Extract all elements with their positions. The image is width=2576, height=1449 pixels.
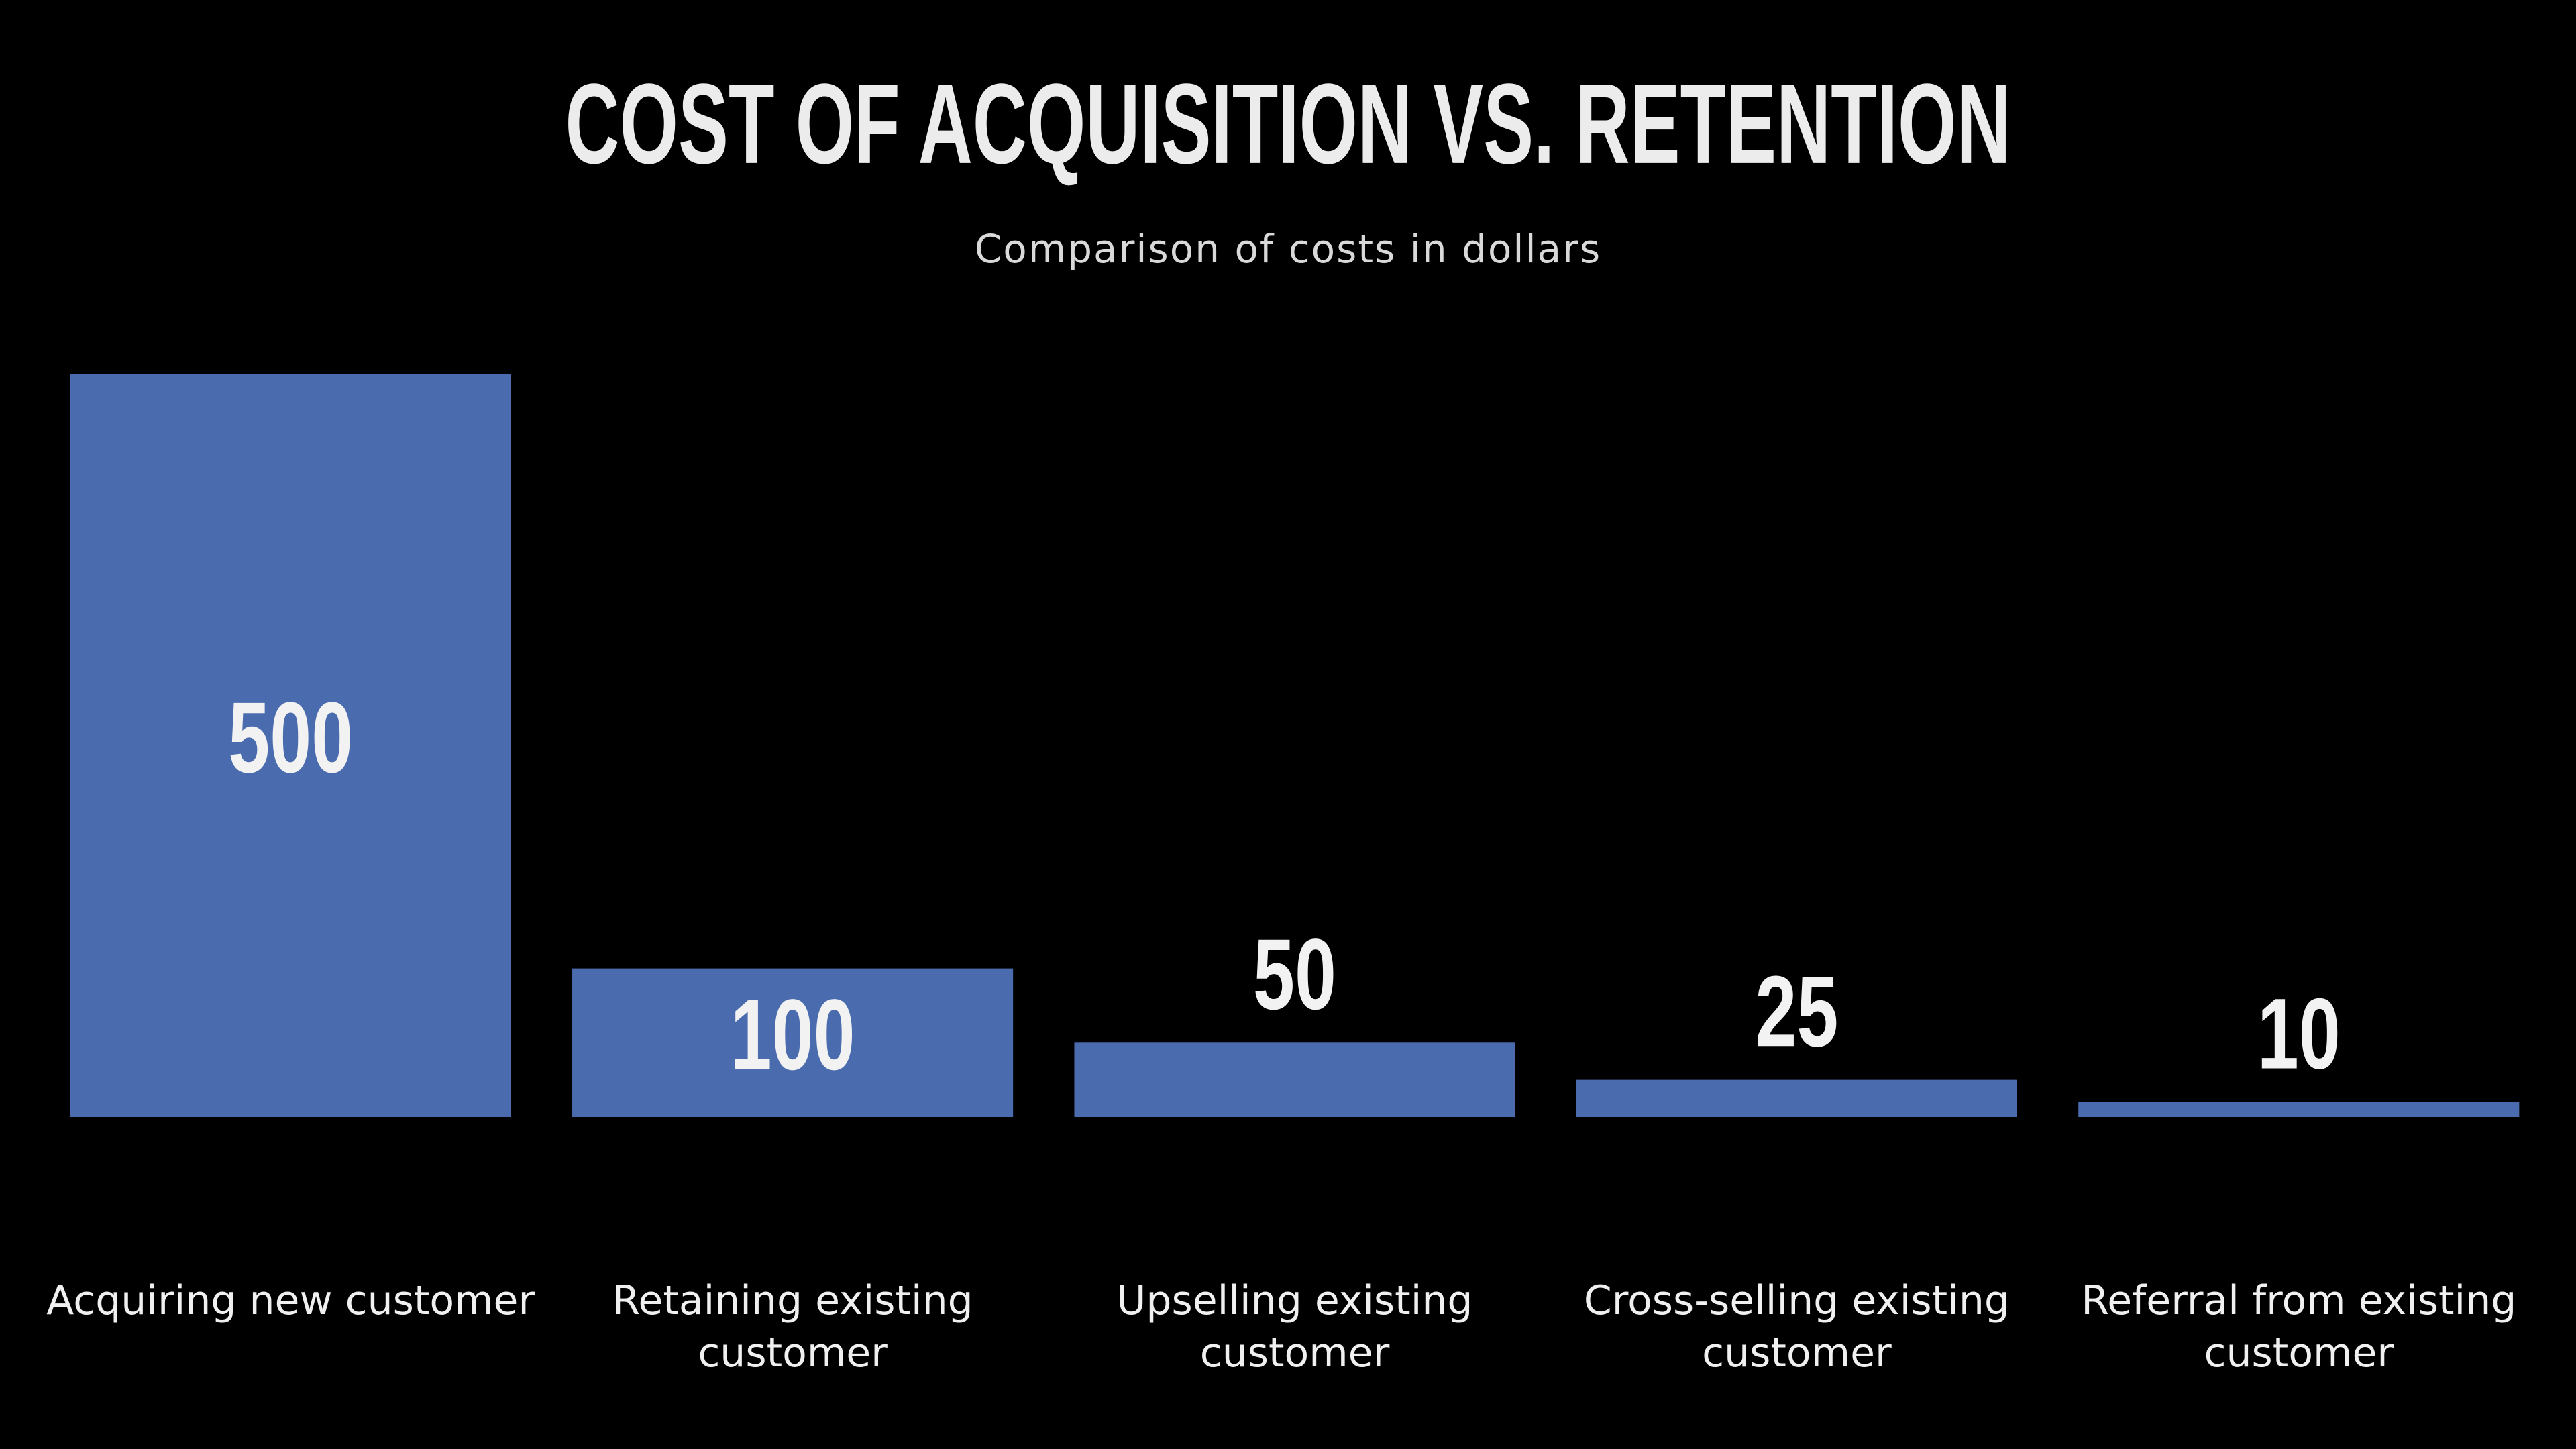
data-label: 500 (228, 681, 353, 794)
x-tick-label: Cross-selling existing customer (1583, 1277, 2010, 1377)
chart-title: COST OF ACQUISITION VS. RETENTION (566, 60, 2011, 188)
bar (1074, 1042, 1515, 1117)
bar (2078, 1102, 2520, 1117)
data-label: 10 (2257, 977, 2341, 1089)
data-label: 50 (1253, 918, 1336, 1030)
data-label: 25 (1755, 955, 1838, 1067)
x-tick-label-box: Upselling existing customer (1116, 1277, 1473, 1377)
data-label: 100 (731, 978, 855, 1091)
x-tick-label: Acquiring new customer (46, 1277, 535, 1324)
x-tick-label: Referral from existing customer (2081, 1277, 2517, 1377)
x-tick-label-box: Cross-selling existing customer (1583, 1277, 2010, 1377)
x-tick-label-box: Referral from existing customer (2081, 1277, 2517, 1377)
bar (572, 968, 1014, 1117)
bar (70, 374, 511, 1117)
chart-subtitle: Comparison of costs in dollars (975, 226, 1601, 272)
bar (1576, 1079, 2017, 1117)
x-tick-label-box: Retaining existing customer (612, 1277, 973, 1377)
x-tick-label-box: Acquiring new customer (46, 1277, 535, 1324)
x-tick-label: Upselling existing customer (1116, 1277, 1473, 1377)
x-tick-label: Retaining existing customer (612, 1277, 973, 1377)
